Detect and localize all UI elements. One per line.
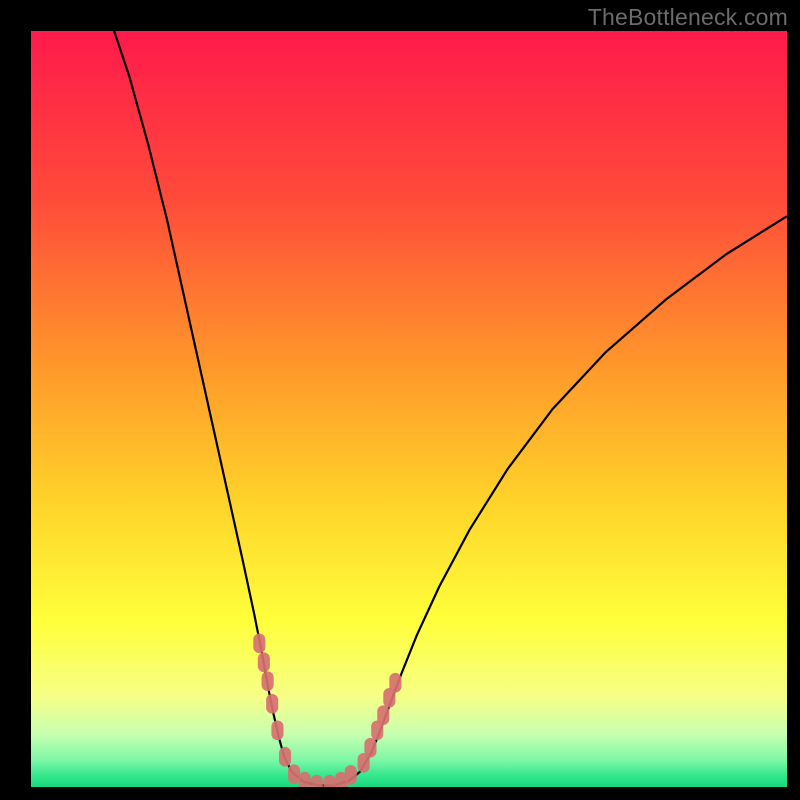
curve-marker xyxy=(271,720,283,740)
curve-marker xyxy=(364,738,376,758)
curve-marker xyxy=(288,764,300,784)
curve-marker xyxy=(311,775,323,787)
chart-frame: TheBottleneck.com xyxy=(0,0,800,800)
curve-marker xyxy=(279,747,291,767)
curve-marker xyxy=(266,694,278,714)
curve-marker xyxy=(262,671,274,691)
curve-marker xyxy=(299,772,311,787)
curve-marker xyxy=(324,775,336,787)
bottleneck-curve xyxy=(114,31,787,785)
plot-area xyxy=(31,31,787,787)
curve-layer xyxy=(31,31,787,787)
watermark-text: TheBottleneck.com xyxy=(588,4,788,31)
curve-marker xyxy=(253,634,265,654)
curve-marker xyxy=(389,673,401,693)
curve-marker xyxy=(345,765,357,785)
curve-marker xyxy=(377,705,389,725)
curve-marker xyxy=(258,652,270,672)
curve-markers xyxy=(253,634,401,787)
